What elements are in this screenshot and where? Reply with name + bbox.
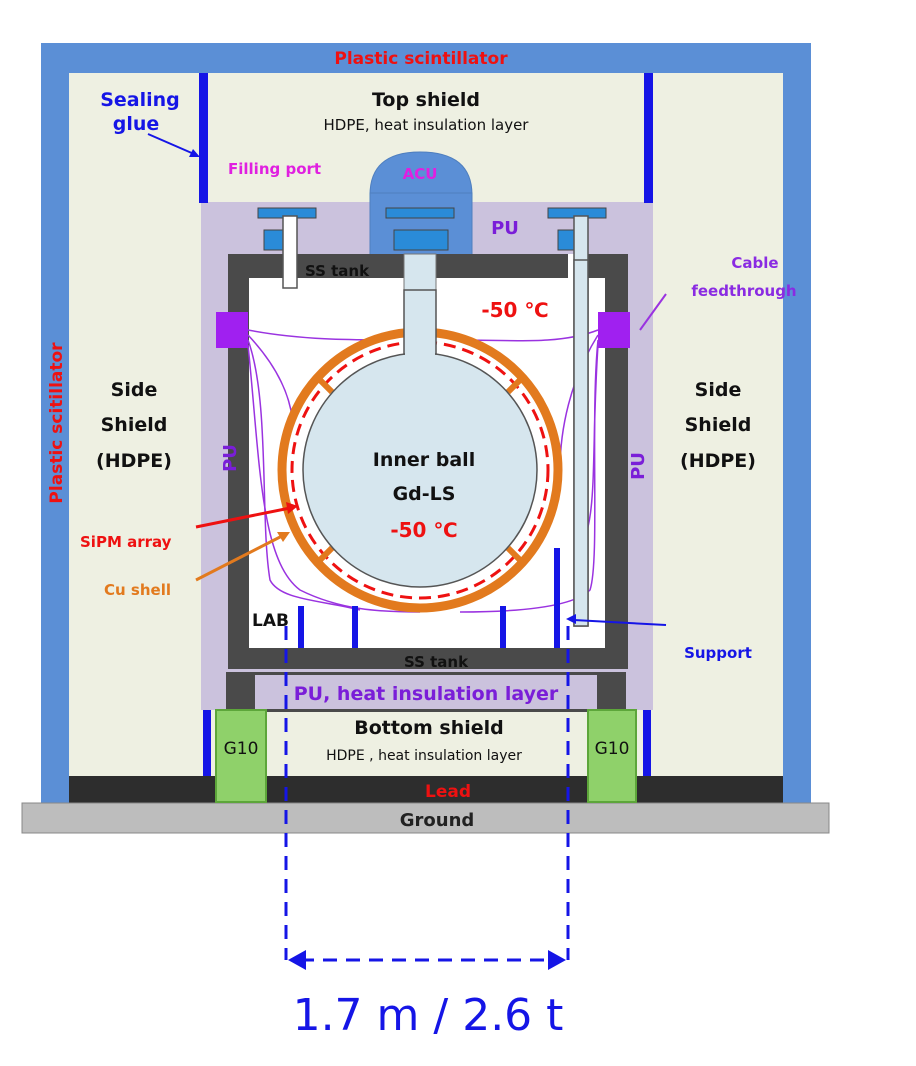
label-feedthrough: feedthrough xyxy=(691,282,796,300)
label-cable: Cable xyxy=(731,254,778,272)
label-plastic-scintillator-top: Plastic scintillator xyxy=(334,49,508,69)
sealing-glue-bar-left-top xyxy=(199,73,208,203)
label-ground: Ground xyxy=(400,810,475,831)
label-side-left-2: Shield xyxy=(101,414,168,436)
label-plastic-scintillator-side: Plastic scitillator xyxy=(47,342,67,504)
label-filling-port: Filling port xyxy=(228,160,321,178)
label-acu: ACU xyxy=(403,165,438,183)
label-side-left-3: (HDPE) xyxy=(96,450,172,472)
dimension-arrow-right xyxy=(548,950,566,970)
sipm-array-ring xyxy=(290,340,550,600)
label-cu-shell: Cu shell xyxy=(104,581,171,599)
label-side-right-3: (HDPE) xyxy=(680,450,756,472)
label-pu-bottom: PU, heat insulation layer xyxy=(294,683,559,705)
label-side-right-2: Shield xyxy=(685,414,752,436)
g10-block-left xyxy=(215,709,267,803)
bottom-pu-layer xyxy=(255,675,597,709)
label-ss-tank-top: SS tank xyxy=(305,262,370,280)
label-temp-inner: -50 ℃ xyxy=(390,518,457,542)
feedthrough-center xyxy=(385,207,455,251)
label-support: Support xyxy=(684,644,752,662)
label-gd-ls: Gd-LS xyxy=(393,483,456,505)
label-bottom-shield: Bottom shield xyxy=(354,717,504,739)
label-pu-top: PU xyxy=(491,218,519,239)
sealing-glue-bar-right-bottom xyxy=(643,710,651,776)
label-side-left-1: Side xyxy=(111,379,158,401)
label-temp-outer: -50 ℃ xyxy=(481,298,548,322)
label-sealing: Sealing xyxy=(100,89,180,111)
annotation-arrows xyxy=(147,133,667,626)
label-glue: glue xyxy=(113,113,160,135)
label-dimension: 1.7 m / 2.6 t xyxy=(293,990,564,1041)
label-pu-left: PU xyxy=(220,444,241,472)
dimension-lines xyxy=(284,626,570,962)
label-sipm-array: SiPM array xyxy=(80,533,172,551)
inner-ball-neck xyxy=(403,289,437,355)
g10-block-right xyxy=(587,709,637,803)
supports xyxy=(298,548,560,648)
label-top-shield-material: HDPE, heat insulation layer xyxy=(324,116,530,134)
cable-feedthrough-left xyxy=(216,312,248,348)
label-bottom-shield-material: HDPE , heat insulation layer xyxy=(326,748,522,764)
lead-layer xyxy=(69,776,783,803)
label-lab: LAB xyxy=(252,611,289,631)
sealing-glue-bar-right-top xyxy=(644,73,653,203)
label-ss-tank-bottom: SS tank xyxy=(404,653,469,671)
label-g10-right: G10 xyxy=(595,739,630,759)
label-top-shield: Top shield xyxy=(372,89,480,111)
label-pu-right: PU xyxy=(628,452,649,480)
ground-layer xyxy=(21,802,830,834)
label-lead: Lead xyxy=(425,782,471,802)
sealing-glue-bar-left-bottom xyxy=(203,710,211,776)
label-side-right-1: Side xyxy=(695,379,742,401)
dimension-arrow-left xyxy=(288,950,306,970)
cu-shell-ties xyxy=(315,375,525,565)
cable-feedthrough-right xyxy=(598,312,630,348)
acu-dome xyxy=(369,151,473,196)
feedthrough-left xyxy=(257,207,317,289)
label-g10-left: G10 xyxy=(224,739,259,759)
label-inner-ball: Inner ball xyxy=(373,449,475,471)
